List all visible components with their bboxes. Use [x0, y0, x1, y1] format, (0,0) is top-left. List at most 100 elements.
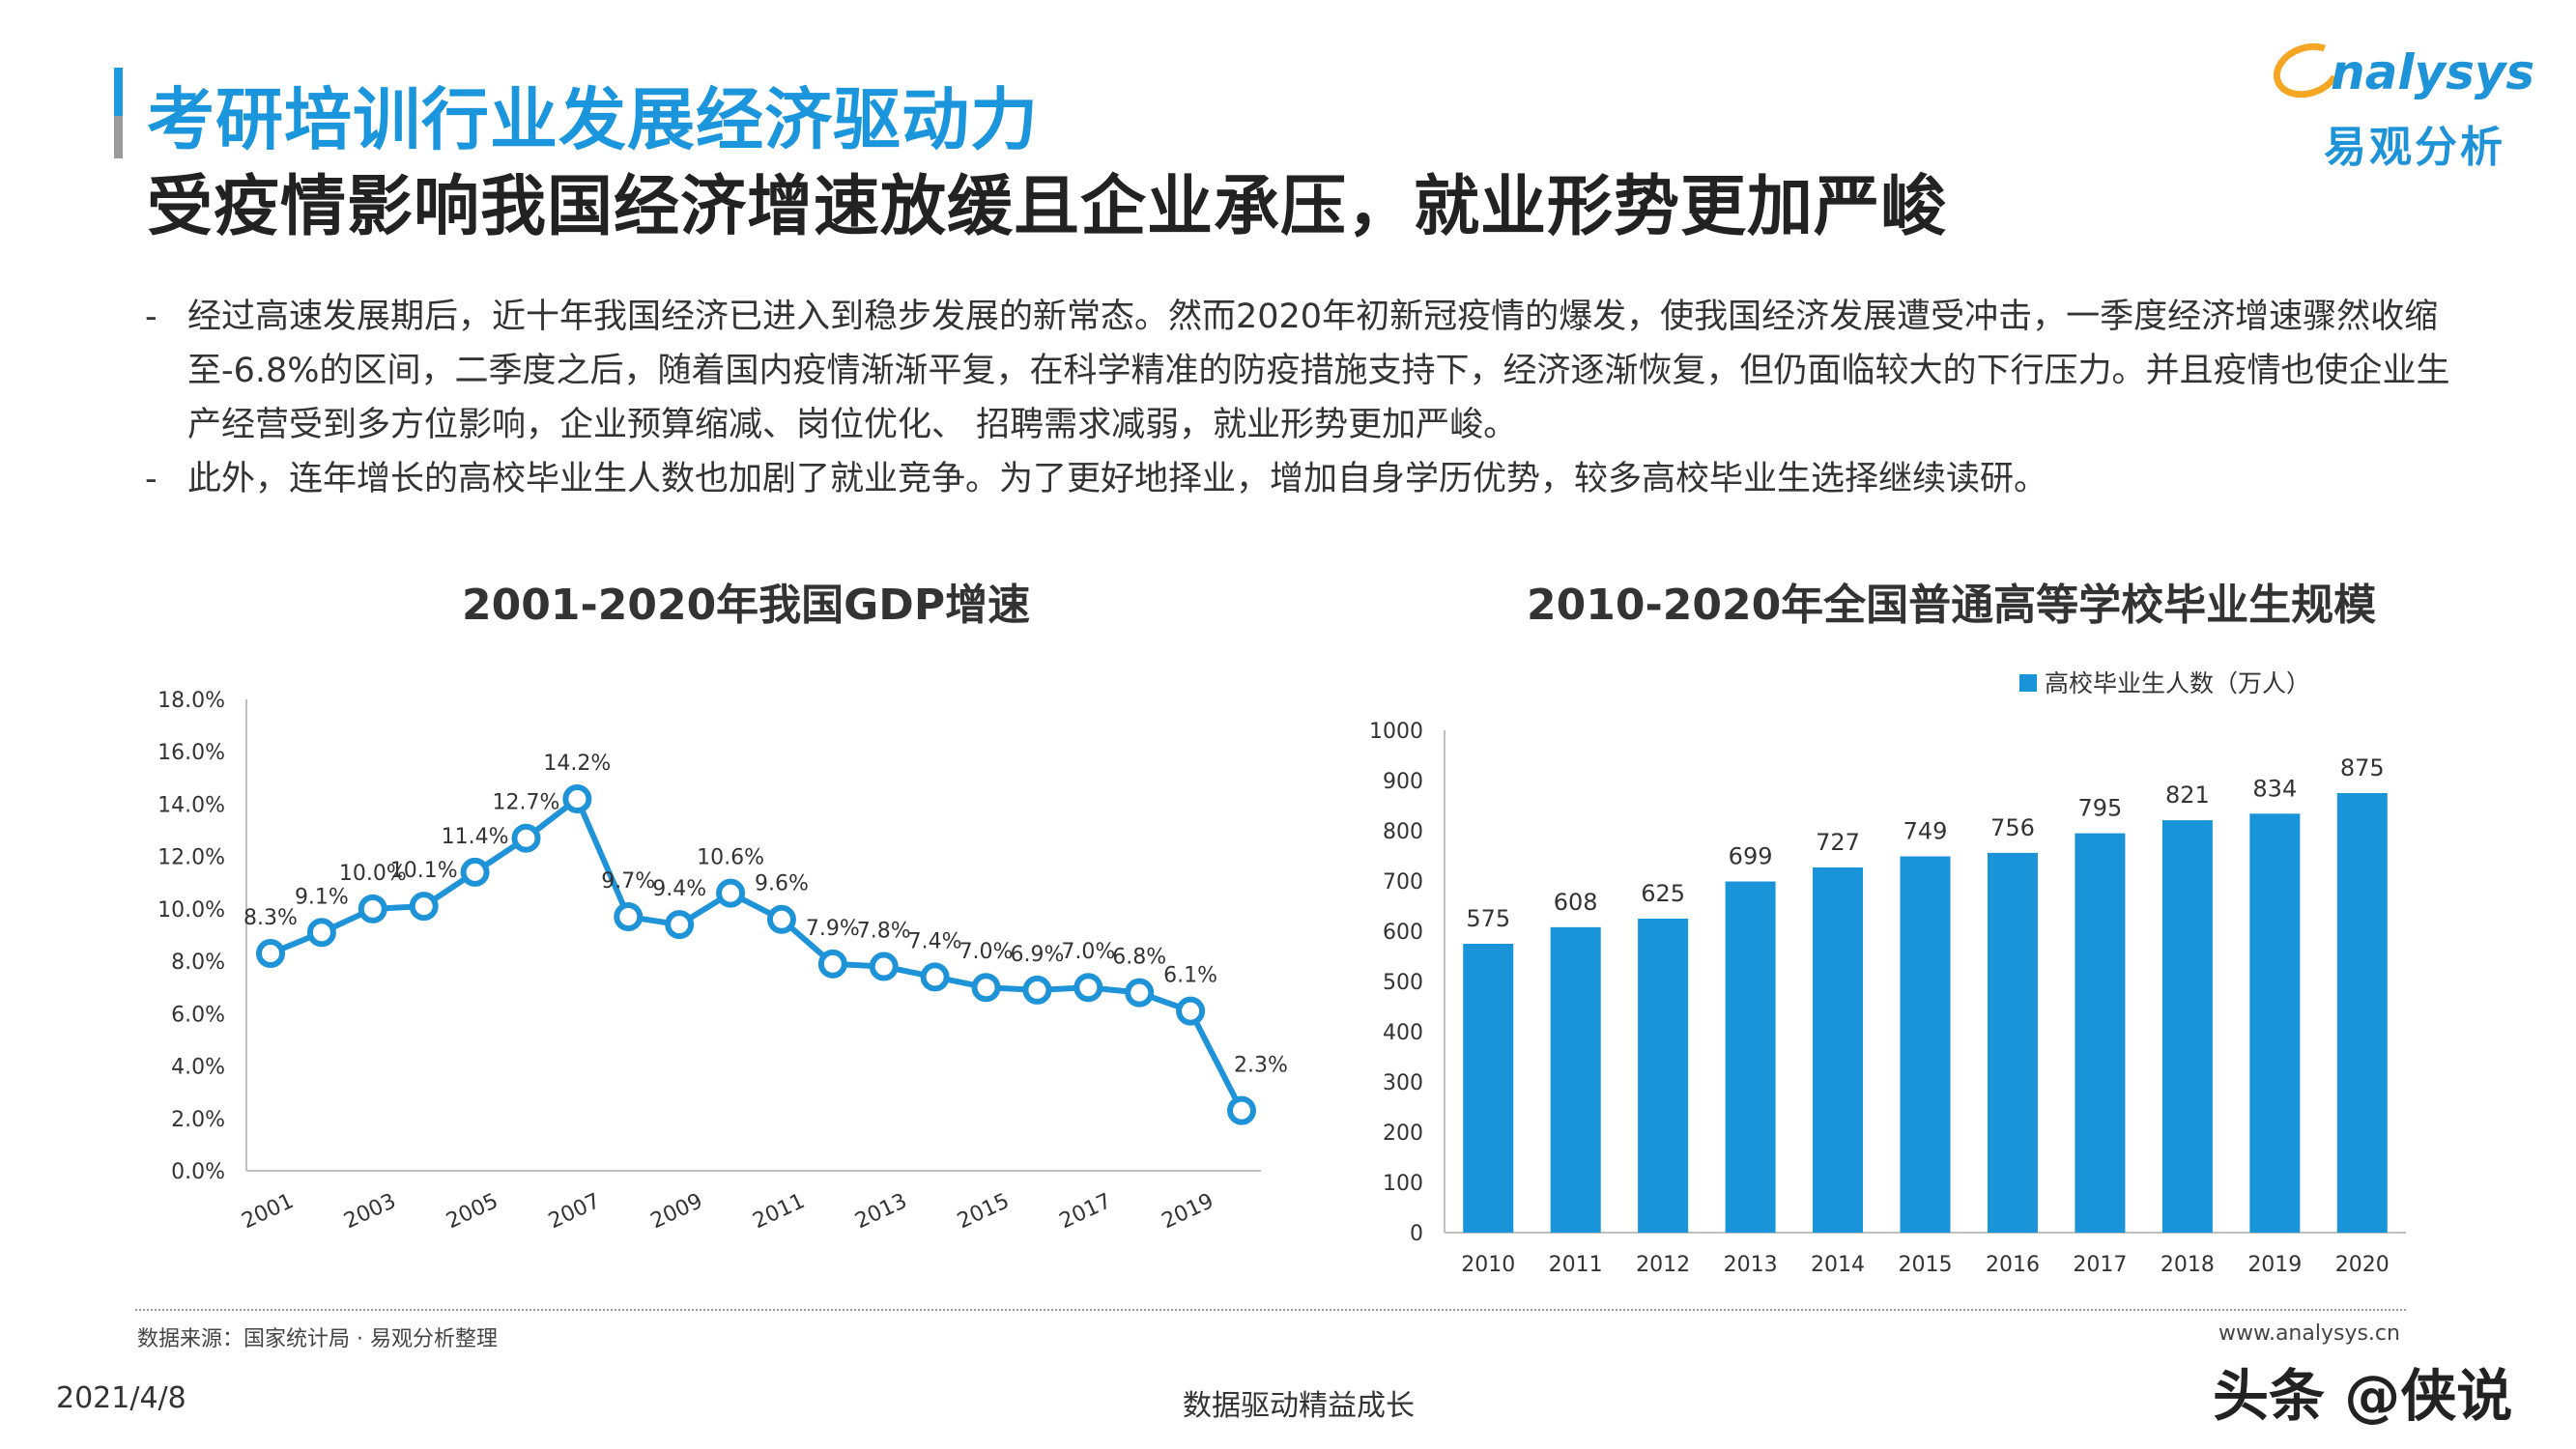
- gdp-data-label: 10.0%: [339, 862, 407, 886]
- gdp-data-label: 7.4%: [908, 929, 962, 953]
- legend-label: 高校毕业生人数（万人）: [2045, 669, 2310, 697]
- gdp-y-tick-label: 8.0%: [171, 951, 225, 975]
- gdp-data-point: [511, 823, 541, 853]
- gdp-data-label: 10.1%: [390, 859, 458, 883]
- site-url: www.analysys.cn: [2218, 1321, 2400, 1346]
- gdp-y-tick-label: 4.0%: [171, 1056, 225, 1080]
- gdp-y-tick-label: 2.0%: [171, 1108, 225, 1132]
- gdp-x-tick-label: 2017: [1056, 1189, 1115, 1234]
- grad-bar: [1550, 926, 1601, 1233]
- gdp-data-point: [766, 904, 796, 934]
- gdp-y-tick-label: 10.0%: [157, 898, 225, 923]
- footer-slogan: 数据驱动精益成长: [1183, 1389, 1415, 1423]
- grad-x-tick-label: 2019: [2247, 1253, 2302, 1277]
- grad-data-label: 575: [1466, 905, 1510, 932]
- gdp-x-tick-label: 2019: [1159, 1189, 1217, 1234]
- gdp-data-label: 9.6%: [755, 872, 809, 896]
- grad-bar: [1900, 856, 1951, 1233]
- title-accent-bar-gray: [114, 116, 123, 158]
- bullet-dash: -: [145, 460, 157, 498]
- graduates-bar-chart: 0 100 200 300 400 500 600 700 800 900 1000 575 2010 6…: [1369, 669, 2406, 1277]
- grad-x-tick-label: 2014: [1811, 1253, 1865, 1277]
- gdp-data-label: 8.3%: [243, 906, 298, 930]
- grad-y-tick-label: 0: [1410, 1222, 1423, 1246]
- gdp-data-point: [920, 962, 950, 992]
- gdp-data-label: 9.7%: [601, 869, 655, 894]
- gdp-x-tick-label: 2003: [340, 1189, 399, 1234]
- gdp-data-label: 12.7%: [493, 791, 560, 815]
- grad-x-tick-label: 2018: [2161, 1253, 2215, 1277]
- gdp-data-label: 11.4%: [442, 825, 509, 849]
- grad-bar: [2249, 813, 2301, 1233]
- grad-data-label: 625: [1641, 880, 1685, 907]
- grad-data-label: 608: [1554, 889, 1598, 916]
- gdp-y-tick-label: 6.0%: [171, 1003, 225, 1027]
- bullet-text: 此外，连年增长的高校毕业生人数也加剧了就业竞争。为了更好地择业，增加自身学历优势…: [187, 460, 2048, 498]
- gdp-x-tick-label: 2005: [443, 1189, 501, 1234]
- grad-data-label: 821: [2165, 781, 2210, 809]
- grad-x-tick-label: 2015: [1899, 1253, 1953, 1277]
- gdp-data-label: 7.0%: [959, 940, 1014, 964]
- data-source: 数据来源：国家统计局 · 易观分析整理: [137, 1327, 498, 1351]
- grad-data-label: 699: [1729, 843, 1773, 870]
- logo-text-en: nalysys: [2331, 44, 2535, 100]
- watermark-text: 头条 @侠说: [2213, 1363, 2513, 1429]
- gdp-data-point: [1073, 973, 1103, 1003]
- bullet-item: - 此外，连年增长的高校毕业生人数也加剧了就业竞争。为了更好地择业，增加自身学历…: [145, 452, 2454, 506]
- grad-x-tick-label: 2010: [1461, 1253, 1515, 1277]
- gdp-chart-title: 2001-2020年我国GDP增速: [462, 581, 1031, 630]
- gdp-data-label: 7.8%: [857, 920, 911, 944]
- logo-text-cn: 易观分析: [2324, 123, 2505, 172]
- grad-x-tick-label: 2011: [1549, 1253, 1603, 1277]
- gdp-x-tick-label: 2013: [851, 1189, 910, 1234]
- gdp-data-label: 6.9%: [1010, 943, 1064, 967]
- grad-y-tick-label: 900: [1383, 770, 1423, 794]
- gdp-data-point: [460, 857, 490, 887]
- gdp-data-point: [306, 918, 336, 948]
- grad-y-tick-label: 400: [1383, 1021, 1423, 1045]
- grad-bar: [2336, 793, 2388, 1233]
- gdp-y-tick-label: 18.0%: [157, 689, 225, 713]
- gdp-data-label: 7.0%: [1061, 940, 1115, 964]
- gdp-x-tick-label: 2011: [750, 1189, 809, 1234]
- grad-bar: [1725, 881, 1776, 1233]
- gdp-data-point: [409, 892, 439, 922]
- grad-bar: [2161, 820, 2213, 1233]
- title-accent-bar: [114, 68, 123, 156]
- grad-data-label: 875: [2340, 754, 2385, 781]
- graduates-chart-title: 2010-2020年全国普通高等学校毕业生规模: [1527, 581, 2377, 630]
- gdp-data-label: 6.8%: [1112, 946, 1166, 970]
- grad-data-label: 727: [1816, 829, 1860, 856]
- bullet-list: - 经过高速发展期后，近十年我国经济已进入到稳步发展的新常态。然而2020年初新…: [145, 290, 2454, 506]
- gdp-data-point: [817, 949, 847, 979]
- gdp-data-point: [869, 952, 899, 981]
- gdp-line-chart: 0.0% 2.0% 4.0% 6.0% 8.0% 10.0% 12.0% 14.0% 16.0%…: [157, 689, 1288, 1234]
- grad-bar: [2075, 833, 2126, 1233]
- gdp-data-point: [1022, 975, 1052, 1005]
- grad-y-tick-label: 200: [1383, 1122, 1423, 1146]
- gdp-data-point: [1176, 996, 1206, 1026]
- gdp-data-label: 14.2%: [543, 752, 611, 776]
- grad-x-tick-label: 2017: [2073, 1253, 2127, 1277]
- grad-x-tick-label: 2012: [1636, 1253, 1690, 1277]
- gdp-data-point: [256, 938, 285, 968]
- gdp-data-label: 9.4%: [652, 877, 706, 901]
- legend-swatch: [2019, 674, 2037, 692]
- gdp-data-point: [562, 784, 592, 814]
- footer-divider: [135, 1309, 2406, 1311]
- grad-bar: [1638, 919, 1689, 1233]
- gdp-y-tick-label: 16.0%: [157, 741, 225, 765]
- page-title: 考研培训行业发展经济驱动力: [147, 80, 1039, 159]
- bullet-dash: -: [145, 298, 157, 336]
- bullet-item: - 经过高速发展期后，近十年我国经济已进入到稳步发展的新常态。然而2020年初新…: [145, 290, 2454, 452]
- gdp-data-point: [614, 902, 644, 932]
- grad-y-tick-label: 500: [1383, 971, 1423, 995]
- footer-date: 2021/4/8: [56, 1381, 186, 1415]
- gdp-data-label: 9.1%: [295, 885, 349, 909]
- gdp-data-point: [358, 894, 387, 923]
- gdp-data-point: [665, 910, 695, 940]
- grad-x-tick-label: 2013: [1724, 1253, 1778, 1277]
- grad-y-tick-label: 300: [1383, 1071, 1423, 1095]
- grad-x-tick-label: 2016: [1986, 1253, 2040, 1277]
